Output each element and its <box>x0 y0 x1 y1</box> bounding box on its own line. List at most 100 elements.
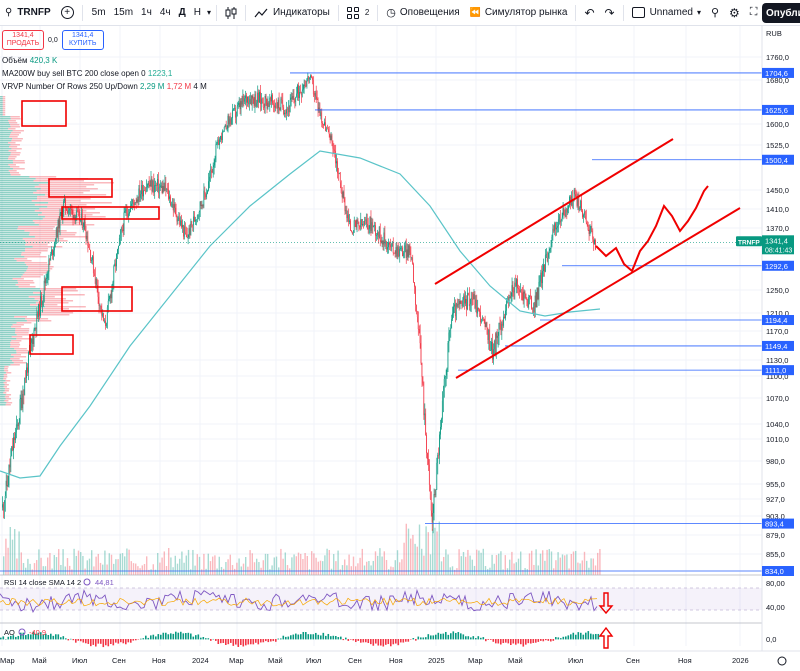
volume-bar <box>273 557 275 575</box>
publish-button[interactable]: Опубликовать <box>762 3 800 23</box>
timeframe-day[interactable]: Д <box>178 7 186 18</box>
volume-bar <box>139 568 141 575</box>
candle-body <box>439 434 440 456</box>
zone-box[interactable] <box>29 334 74 355</box>
vp-down-bar <box>7 158 16 160</box>
level-price-tag <box>762 518 794 529</box>
candle-body <box>168 189 169 199</box>
vp-up-bar <box>0 112 3 114</box>
ao-bar <box>535 639 537 643</box>
candle-body <box>7 485 9 487</box>
buy-button[interactable]: 1341,4 КУПИТЬ <box>61 30 104 50</box>
settings-button[interactable]: ⚙ <box>724 0 745 26</box>
time-axis[interactable]: Мар Май Июл Сен Ноя 2024 Мар Май Июл Сен Ноя 2025 Ма… <box>0 650 800 671</box>
level-price-tag <box>762 260 794 271</box>
volume-bar <box>227 559 229 575</box>
candle-body <box>118 238 120 246</box>
volume-bar <box>377 555 379 575</box>
timeframe-1h[interactable]: 1ч <box>141 7 152 18</box>
zone-box[interactable] <box>61 286 133 312</box>
user-drawings[interactable] <box>21 100 741 379</box>
vp-down-bar <box>16 350 32 352</box>
toolbar-divider <box>622 4 624 21</box>
price-axis[interactable]: RUB1760,01680,01600,01525,01450,01410,01… <box>0 26 800 671</box>
undo-button[interactable]: ↶ <box>579 0 599 26</box>
volume-bar <box>504 555 506 575</box>
zone-box[interactable] <box>48 178 113 198</box>
candle-body <box>259 91 260 103</box>
candle-body <box>14 432 16 441</box>
alerts-button[interactable]: ◷ Оповещения <box>381 0 464 26</box>
candle-body <box>589 229 591 234</box>
vp-down-bar <box>26 242 50 244</box>
timeframe-5m[interactable]: 5m <box>91 7 106 18</box>
vp-up-bar <box>0 346 11 348</box>
layout-menu-button[interactable]: Unnamed ▾ <box>627 0 706 26</box>
vp-down-bar <box>2 108 6 110</box>
volume-bar <box>306 555 308 575</box>
horizontal-levels[interactable] <box>0 72 762 572</box>
candle-body <box>242 95 244 105</box>
candle-body <box>291 97 293 99</box>
volume-bar <box>467 549 469 575</box>
volume-legend[interactable]: Объём 420,3 K <box>2 54 207 67</box>
vp-up-bar <box>0 220 33 222</box>
vp-down-bar <box>10 152 21 154</box>
indicators-label: Индикаторы <box>272 7 330 18</box>
zone-box[interactable] <box>21 100 67 127</box>
volume-bar <box>130 561 132 575</box>
redo-button[interactable]: ↷ <box>600 0 620 26</box>
volume-bar <box>410 538 412 575</box>
rsi-label[interactable]: RSI 14 close SMA 14 2 <box>4 578 81 587</box>
chevron-down-icon[interactable]: ▾ <box>206 8 211 17</box>
candle-body <box>404 245 406 247</box>
ao-bar <box>555 637 557 640</box>
replay-button[interactable]: ⏪ Симулятор рынка <box>465 0 573 26</box>
ao-label[interactable]: AO <box>4 628 15 637</box>
candle-body <box>84 219 86 231</box>
volume-bar <box>425 526 427 575</box>
zone-box[interactable] <box>61 206 160 220</box>
ao-bar <box>417 636 420 640</box>
volume-bar <box>515 562 517 575</box>
timeframe-week[interactable]: Н <box>193 7 201 18</box>
vp-down-bar <box>34 298 66 300</box>
vrvp-legend[interactable]: VRVP Number Of Rows 250 Up/Down 2,29 M 1… <box>2 80 207 93</box>
candle-body <box>316 96 318 100</box>
candle-body <box>187 237 189 238</box>
vp-up-bar <box>0 156 9 158</box>
symbol-search[interactable]: ⚲ TRNFP <box>0 0 56 26</box>
bar-style-button[interactable] <box>220 0 242 26</box>
fullscreen-button[interactable]: ⛶ <box>745 0 763 26</box>
volume-bar <box>522 569 524 575</box>
ma-legend[interactable]: MA200W buy sell BTC 200 close open 0 122… <box>2 67 207 80</box>
ao-bar <box>567 635 570 640</box>
quick-search-button[interactable]: ⚲ <box>706 0 724 26</box>
channel-top-line[interactable] <box>434 138 674 285</box>
candle-body <box>522 292 524 301</box>
down-arrow-icon[interactable] <box>598 592 614 615</box>
candle-body <box>236 106 238 114</box>
indicators-button[interactable]: Индикаторы <box>249 0 335 26</box>
chart-canvas[interactable]: RSI 14 close SMA 14 2 44,81 AO -40,9 RUB17… <box>0 26 800 671</box>
forecast-zigzag[interactable] <box>595 185 709 273</box>
candle-body <box>182 224 183 228</box>
candle-body <box>19 399 21 423</box>
ao-bar <box>297 634 300 640</box>
volume-bar <box>225 562 227 575</box>
vp-up-bar <box>0 186 35 188</box>
vp-down-bar <box>27 268 53 270</box>
candle-body <box>348 214 349 223</box>
gear-icon[interactable] <box>777 656 787 666</box>
layouts-button[interactable]: 2 <box>342 0 374 26</box>
channel-bottom-line[interactable] <box>455 207 741 379</box>
candle-body <box>364 220 366 222</box>
timeframe-4h[interactable]: 4ч <box>159 7 171 18</box>
vp-up-bar <box>0 292 34 294</box>
timeframe-15m[interactable]: 15m <box>113 7 134 18</box>
up-arrow-icon[interactable] <box>598 626 614 649</box>
candle-body <box>203 190 205 207</box>
candle-body <box>309 77 310 80</box>
add-symbol-button[interactable]: + <box>56 0 79 26</box>
sell-button[interactable]: 1341,4 ПРОДАТЬ <box>2 30 44 50</box>
